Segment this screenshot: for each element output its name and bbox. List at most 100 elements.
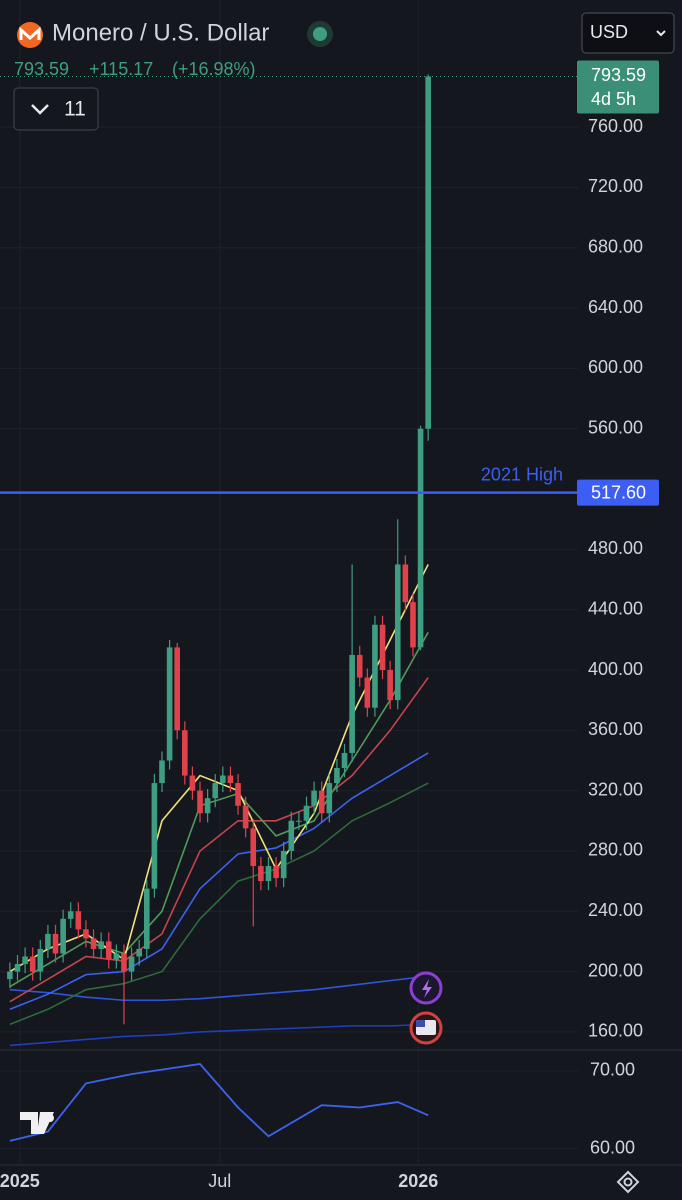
y-tick-label: 320.00 xyxy=(588,779,643,799)
settings-icon[interactable] xyxy=(616,1170,640,1194)
candle-body xyxy=(105,941,112,960)
candle-body xyxy=(364,677,371,708)
candle-body xyxy=(220,775,226,784)
candle-body xyxy=(227,775,234,784)
candle-body xyxy=(113,953,120,960)
coin-logo xyxy=(17,22,43,48)
ma-line xyxy=(9,1023,429,1047)
candle-body xyxy=(204,798,211,814)
toggle-caret xyxy=(31,104,49,115)
symbol-title: Monero / U.S. Dollar xyxy=(52,19,269,46)
y-tick-label: 640.00 xyxy=(588,297,643,317)
flag-canton xyxy=(416,1020,425,1027)
currency-select[interactable] xyxy=(581,12,675,54)
candle-body xyxy=(341,752,348,769)
x-tick-label: 2025 xyxy=(0,1171,40,1191)
ma-line xyxy=(9,1063,429,1142)
candle-body xyxy=(258,866,264,882)
candle-body xyxy=(394,564,401,701)
candle-body xyxy=(29,956,36,972)
overlay: 160.00 200.00 240.00 280.00 320.00 360.00 400.… xyxy=(0,60,659,1191)
candle-body xyxy=(22,956,28,965)
y-tick-label: 600.00 xyxy=(588,357,643,377)
candle-body xyxy=(265,866,272,882)
tv-logo-dot xyxy=(46,1114,54,1122)
candle-body xyxy=(151,783,158,889)
candle-body xyxy=(174,647,181,731)
candle-body xyxy=(121,953,127,972)
currency-label: USD xyxy=(590,22,628,42)
candle-body xyxy=(242,805,249,829)
tv-logo xyxy=(20,1112,54,1134)
hline-price: 517.60 xyxy=(591,482,646,502)
candle-body xyxy=(60,918,66,954)
candle-body xyxy=(288,820,295,851)
y-tick-label: 480.00 xyxy=(588,538,643,558)
ma-line xyxy=(9,782,429,1026)
y-tick-label: 240.00 xyxy=(588,900,643,920)
candle-body xyxy=(189,775,196,791)
indicators-toggle[interactable] xyxy=(13,87,99,131)
candle-body xyxy=(318,790,325,814)
candle-body xyxy=(356,654,363,678)
candle-body xyxy=(75,911,82,930)
ma-line xyxy=(9,677,429,1003)
plot xyxy=(7,74,431,1142)
candle-body xyxy=(402,564,409,603)
candle-body xyxy=(98,941,104,949)
x-tick-label: Jul xyxy=(208,1171,231,1191)
candle-body xyxy=(372,624,378,708)
last-price-box xyxy=(577,60,659,114)
y-tick-label: 70.00 xyxy=(590,1060,635,1080)
candle-body xyxy=(235,783,241,806)
candle-body xyxy=(425,76,431,429)
y-tick-label: 560.00 xyxy=(588,417,643,437)
y-tick-label: 200.00 xyxy=(588,960,643,980)
candle-body xyxy=(311,790,317,806)
candle-body xyxy=(136,948,142,957)
candle-body xyxy=(143,888,150,949)
status-dot xyxy=(313,27,327,41)
candle-body xyxy=(166,647,173,761)
ma-line xyxy=(9,752,429,1011)
candle-body xyxy=(273,866,279,879)
ma-line xyxy=(9,631,429,988)
candle-body xyxy=(7,971,13,980)
countdown: 4d 5h xyxy=(591,89,636,109)
candle-body xyxy=(67,911,74,919)
candle-body xyxy=(250,828,257,867)
change-percent: (+16.98%) xyxy=(172,59,256,79)
y-tick-label: 760.00 xyxy=(588,116,643,136)
hline-label: 2021 High xyxy=(481,464,563,484)
last-price-header: 793.59 xyxy=(14,59,69,79)
candle-body xyxy=(90,938,97,949)
ma-line xyxy=(9,975,429,1002)
y-tick-label: 680.00 xyxy=(588,237,643,257)
candle-body xyxy=(379,624,386,670)
coin-logo-mark xyxy=(19,26,41,41)
candle-body xyxy=(334,768,340,784)
y-tick-label: 280.00 xyxy=(588,840,643,860)
candle-body xyxy=(417,428,424,648)
event-icon-bolt xyxy=(422,979,432,998)
candle-body xyxy=(52,933,59,954)
candle-body xyxy=(387,670,393,701)
y-tick-label: 60.00 xyxy=(590,1137,635,1157)
y-tick-label: 720.00 xyxy=(588,176,643,196)
candle-body xyxy=(37,948,44,972)
candle-body xyxy=(212,783,219,799)
y-tick-label: 360.00 xyxy=(588,719,643,739)
candle-body xyxy=(182,730,188,776)
candle-body xyxy=(349,654,355,753)
y-tick-label: 400.00 xyxy=(588,659,643,679)
change: +115.17 xyxy=(89,59,153,79)
candle-body xyxy=(197,790,203,814)
candle-body xyxy=(303,805,310,821)
y-tick-label: 160.00 xyxy=(588,1021,643,1041)
indicators-count: 11 xyxy=(64,98,86,121)
currency-caret xyxy=(656,30,666,37)
ma-line xyxy=(9,564,429,973)
